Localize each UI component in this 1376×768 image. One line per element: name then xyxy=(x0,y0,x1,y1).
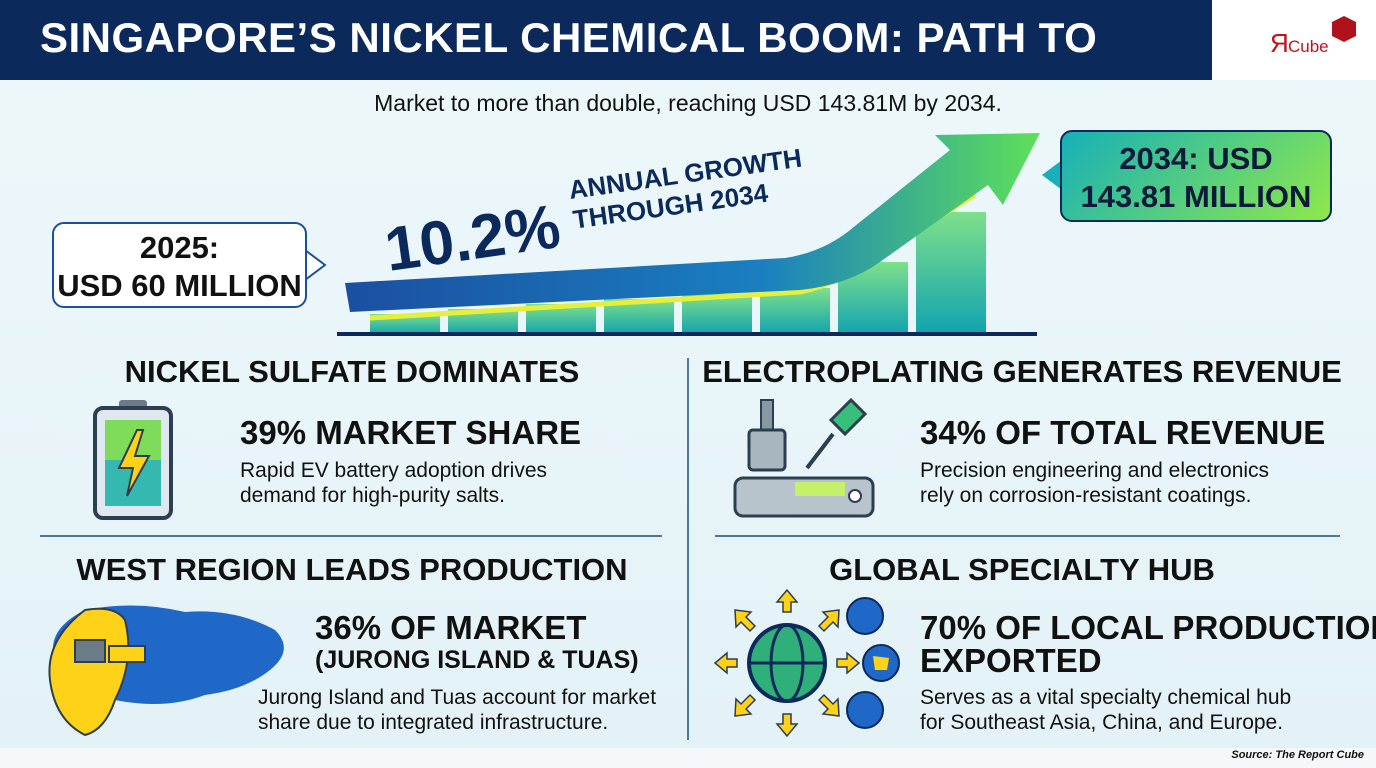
description: rely on corrosion-resistant coatings. xyxy=(920,484,1252,507)
arrow xyxy=(734,609,757,633)
stat: EXPORTED xyxy=(920,642,1102,679)
description: demand for high-purity salts. xyxy=(240,484,505,507)
section-heading: WEST REGION LEADS PRODUCTION xyxy=(76,552,628,587)
end-callout: 2034: USD 143.81 MILLION xyxy=(1060,130,1332,222)
stat: 36% OF MARKET xyxy=(315,609,587,646)
battery-icon xyxy=(93,400,173,520)
logo-icon: Я Cube xyxy=(1270,16,1356,58)
description: Serves as a vital specialty chemical hub xyxy=(920,686,1292,709)
start-label: 2025: xyxy=(139,230,220,265)
start-callout: 2025: USD 60 MILLION xyxy=(52,222,307,308)
description: share due to integrated infrastructure. xyxy=(258,711,609,734)
description: Rapid EV battery adoption drives xyxy=(240,459,548,482)
arrow xyxy=(817,693,840,717)
arrow xyxy=(836,651,861,675)
west-region xyxy=(48,607,130,737)
start-label: USD 60 MILLION xyxy=(57,268,302,303)
hole xyxy=(848,489,862,503)
growth-arrow xyxy=(345,133,1040,312)
pen-tip xyxy=(805,432,835,470)
subtitle: Market to more than double, reaching USD… xyxy=(374,90,1002,116)
arrows xyxy=(713,588,861,738)
stat: 39% MARKET SHARE xyxy=(240,414,582,451)
region-globe xyxy=(846,691,884,729)
header-bar xyxy=(0,0,1212,80)
bolt xyxy=(117,429,151,497)
drill xyxy=(747,428,787,472)
stat: 34% OF TOTAL REVENUE xyxy=(920,414,1326,451)
title: SINGAPORE’S NICKEL CHEMICAL BOOM: PATH T… xyxy=(40,14,1098,61)
arrow xyxy=(734,693,757,717)
logo-name: Cube xyxy=(1288,37,1329,56)
arrow xyxy=(775,713,799,738)
stat: 70% OF LOCAL PRODUCTION xyxy=(920,609,1376,646)
arrow xyxy=(713,651,738,675)
logo-mark: Я xyxy=(1270,28,1289,58)
description: Jurong Island and Tuas account for marke… xyxy=(258,686,657,709)
end-label: 2034: USD xyxy=(1119,141,1273,176)
factory xyxy=(74,639,106,663)
section-heading: ELECTROPLATING GENERATES REVENUE xyxy=(702,354,1342,389)
footer-bar xyxy=(0,748,1376,768)
end-label: 143.81 MILLION xyxy=(1080,179,1312,214)
facility xyxy=(108,645,146,663)
map-icon xyxy=(48,605,284,737)
pen xyxy=(828,397,868,437)
stat: (JURONG ISLAND & TUAS) xyxy=(315,646,639,674)
section-heading: GLOBAL SPECIALTY HUB xyxy=(829,552,1215,587)
coating xyxy=(795,482,845,496)
bar xyxy=(916,212,986,334)
growth-graphic: 10.2% ANNUAL GROWTH THROUGH 2034 xyxy=(304,133,1062,336)
description: for Southeast Asia, China, and Europe. xyxy=(920,711,1284,734)
globe-icon xyxy=(713,588,900,738)
source: Source: The Report Cube xyxy=(1231,749,1364,761)
arrow xyxy=(775,588,799,613)
callout-pointer xyxy=(1042,160,1062,190)
region-land xyxy=(873,656,889,670)
arrow xyxy=(817,609,840,633)
logo-cube xyxy=(1332,16,1356,42)
spindle xyxy=(760,399,774,431)
region-globe xyxy=(846,597,884,635)
logo: Я Cube xyxy=(1212,0,1376,80)
description: Precision engineering and electronics xyxy=(920,459,1270,482)
section-heading: NICKEL SULFATE DOMINATES xyxy=(124,354,580,389)
electroplating-icon xyxy=(733,397,875,518)
